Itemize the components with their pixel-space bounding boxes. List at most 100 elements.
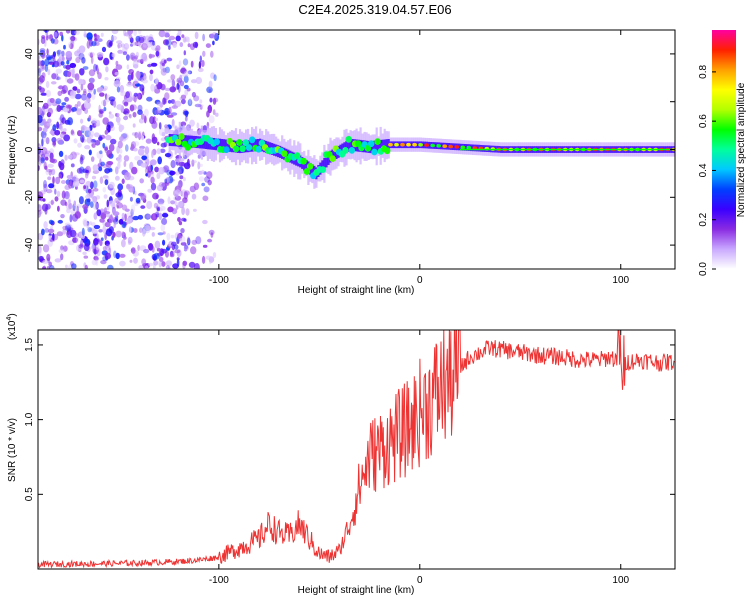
noise-blob <box>167 266 171 269</box>
colorbar-tick-label: 0.0 <box>698 262 709 276</box>
noise-blob <box>121 212 126 218</box>
noise-blob <box>210 72 216 79</box>
spectrogram-y-label: Frequency (Hz) <box>7 116 18 185</box>
noise-blob <box>159 102 164 108</box>
noise-blob <box>119 253 126 258</box>
noise-blob <box>88 115 92 121</box>
track-peak <box>281 150 288 158</box>
noise-blob <box>123 108 130 115</box>
noise-blob <box>197 161 201 170</box>
noise-blob <box>91 120 97 125</box>
noise-blob <box>152 40 156 46</box>
noise-blob <box>194 103 202 108</box>
noise-blob <box>163 59 167 64</box>
noise-blob <box>108 215 114 224</box>
noise-blob <box>179 42 184 48</box>
track-peak <box>178 133 185 140</box>
noise-blob <box>191 159 195 167</box>
noise-blob <box>130 54 134 60</box>
noise-blob <box>102 225 106 234</box>
noise-blob <box>154 99 161 105</box>
noise-blob <box>126 64 130 70</box>
noise-blob <box>212 97 217 105</box>
noise-blob <box>92 188 99 192</box>
noise-blob <box>103 211 111 215</box>
noise-blob <box>178 161 185 167</box>
track-peak <box>466 145 472 150</box>
noise-blob <box>158 122 162 130</box>
noise-blob <box>84 145 91 150</box>
noise-blob <box>115 192 122 198</box>
noise-blob <box>49 158 55 163</box>
noise-blob <box>127 74 132 82</box>
noise-blob <box>51 81 57 85</box>
track-core <box>186 135 189 148</box>
noise-blob <box>74 50 81 57</box>
noise-blob <box>45 90 52 97</box>
noise-blob <box>92 201 99 210</box>
noise-blob <box>57 219 63 224</box>
noise-blob <box>48 201 55 205</box>
noise-blob <box>62 245 68 252</box>
noise-blob <box>113 250 117 259</box>
track-peak <box>239 145 246 153</box>
noise-blob <box>95 119 101 127</box>
noise-blob <box>80 118 84 124</box>
y-tick-label: 40 <box>24 48 35 60</box>
noise-blob <box>45 137 50 145</box>
noise-blob <box>79 156 84 165</box>
noise-blob <box>103 99 106 107</box>
noise-blob <box>117 156 122 163</box>
noise-blob <box>49 152 54 160</box>
noise-blob <box>119 136 124 142</box>
noise-blob <box>203 186 210 193</box>
colorbar-tick-label: 0.6 <box>698 114 709 128</box>
noise-blob <box>117 42 122 49</box>
noise-blob <box>178 221 183 226</box>
noise-blob <box>187 70 193 75</box>
track-peak <box>345 135 352 143</box>
noise-blob <box>181 73 189 77</box>
noise-blob <box>165 260 172 267</box>
noise-blob <box>81 93 87 101</box>
noise-blob <box>55 176 61 185</box>
noise-blob <box>142 228 146 237</box>
noise-blob <box>123 101 129 107</box>
noise-blob <box>163 39 170 46</box>
noise-blob <box>164 87 171 92</box>
noise-blob <box>177 30 182 36</box>
track-core <box>385 139 388 152</box>
noise-blob <box>116 86 121 93</box>
noise-blob <box>115 166 119 175</box>
noise-blob <box>52 141 56 148</box>
noise-blob <box>123 160 127 168</box>
noise-blob <box>174 189 181 195</box>
noise-blob <box>40 36 46 45</box>
noise-blob <box>105 213 111 218</box>
noise-blob <box>41 65 45 70</box>
noise-blob <box>158 127 165 136</box>
noise-blob <box>91 118 97 124</box>
noise-blob <box>72 174 78 183</box>
snr-x-label: Height of straight line (km) <box>298 585 415 596</box>
noise-blob <box>93 224 101 230</box>
noise-blob <box>119 149 123 154</box>
noise-blob <box>49 265 55 269</box>
noise-blob <box>126 217 132 224</box>
noise-blob <box>128 34 133 40</box>
noise-region <box>38 30 220 269</box>
noise-blob <box>126 54 130 61</box>
track-peak <box>329 155 336 163</box>
track-peak <box>371 148 378 156</box>
noise-blob <box>96 209 102 217</box>
noise-blob <box>95 201 99 210</box>
noise-blob <box>131 132 137 136</box>
noise-blob <box>168 45 171 50</box>
noise-blob <box>129 259 133 263</box>
noise-blob <box>113 80 121 88</box>
noise-blob <box>164 92 170 100</box>
noise-blob <box>93 180 98 189</box>
noise-blob <box>133 64 139 69</box>
noise-blob <box>117 161 121 170</box>
noise-blob <box>63 44 66 50</box>
